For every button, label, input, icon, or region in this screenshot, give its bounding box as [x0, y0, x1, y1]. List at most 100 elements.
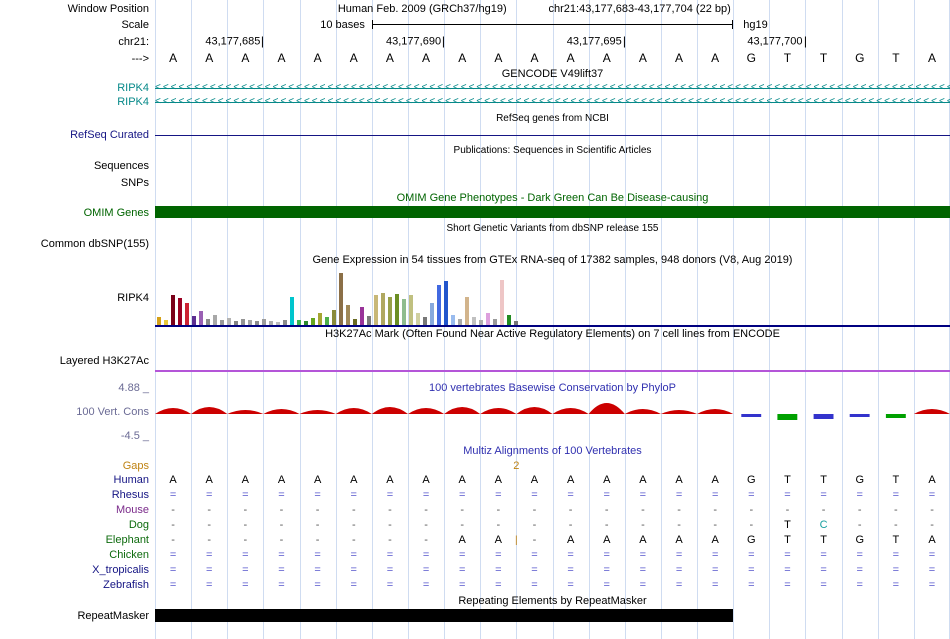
gtex-expression-bar[interactable] — [213, 315, 217, 325]
gtex-expression-bar[interactable] — [444, 281, 448, 325]
gtex-expression-bar[interactable] — [276, 322, 280, 325]
alignment-track-chicken[interactable]: = = = = = = = = = = = = = = = = = = = = = = — [155, 548, 950, 563]
gtex-expression-bar[interactable] — [241, 319, 245, 325]
species-label[interactable]: Human — [113, 474, 149, 486]
snps-track[interactable] — [155, 174, 950, 191]
gtex-expression-bar[interactable] — [332, 310, 336, 325]
species-label[interactable]: Zebrafish — [103, 579, 149, 591]
gtex-expression-bar[interactable] — [255, 321, 259, 325]
omim-genes-label[interactable]: OMIM Genes — [83, 206, 149, 219]
gtex-expression-bar[interactable] — [290, 297, 294, 325]
gtex-expression-bar[interactable] — [220, 320, 224, 325]
gtex-expression-bar[interactable] — [283, 320, 287, 325]
gtex-expression-bar[interactable] — [311, 318, 315, 325]
gene-label-ripk4-1[interactable]: RIPK4 — [117, 82, 149, 94]
alignment-cell: = — [531, 564, 538, 576]
vert-cons-label[interactable]: 100 Vert. Cons — [76, 406, 149, 418]
gtex-expression-bar[interactable] — [304, 321, 308, 325]
alignment-track-elephant[interactable]: - - - - - - - - A A - A A A A A G T T G T A | — [155, 533, 950, 548]
repeatmasker-label[interactable]: RepeatMasker — [77, 610, 149, 622]
gtex-expression-bar[interactable] — [451, 315, 455, 325]
gtex-expression-bar[interactable] — [388, 297, 392, 325]
gtex-gene-label[interactable]: RIPK4 — [117, 291, 149, 304]
gtex-expression-bar[interactable] — [416, 313, 420, 325]
gtex-expression-bar[interactable] — [346, 305, 350, 325]
gtex-expression-bar[interactable] — [178, 298, 182, 325]
alignment-cell: A — [494, 534, 502, 546]
gtex-expression-bar[interactable] — [157, 317, 161, 325]
gtex-expression-bar[interactable] — [367, 316, 371, 325]
gaps-label[interactable]: Gaps — [122, 460, 149, 472]
phylop-point — [588, 403, 625, 414]
gtex-expression-bar[interactable] — [164, 320, 168, 325]
gtex-expression-bar[interactable] — [269, 321, 273, 325]
gtex-expression-bar[interactable] — [325, 317, 329, 325]
gtex-expression-bar[interactable] — [514, 321, 518, 325]
gtex-expression-bar[interactable] — [185, 303, 189, 325]
gtex-expression-bar[interactable] — [199, 311, 203, 325]
alignment-track-mouse[interactable]: ---------------------- — [155, 503, 950, 518]
layered-h3k27ac-label[interactable]: Layered H3K27Ac — [59, 354, 149, 367]
gtex-expression-bar[interactable] — [297, 320, 301, 325]
gtex-expression-bar[interactable] — [171, 295, 175, 325]
gtex-expression-bar[interactable] — [402, 299, 406, 325]
common-dbsnp-track[interactable] — [155, 236, 950, 252]
species-label[interactable]: Mouse — [115, 504, 149, 516]
gtex-expression-bar[interactable] — [318, 313, 322, 325]
spacer-label — [0, 624, 155, 639]
gtex-expression-bar[interactable] — [479, 320, 483, 325]
gtex-expression-bar[interactable] — [458, 319, 462, 325]
gtex-expression-bar[interactable] — [409, 295, 413, 325]
phylop-wiggle-track[interactable] — [155, 396, 950, 428]
species-label[interactable]: Dog — [128, 519, 149, 531]
gtex-expression-bar[interactable] — [360, 307, 364, 325]
gtex-expression-bar[interactable] — [374, 295, 378, 325]
gtex-expression-bar[interactable] — [248, 320, 252, 325]
gtex-expression-bar[interactable] — [500, 280, 504, 325]
gtex-expression-bar[interactable] — [353, 319, 357, 325]
gtex-expression-bar[interactable] — [206, 319, 210, 325]
gtex-expression-track[interactable] — [155, 268, 950, 327]
alignment-cell: A — [422, 474, 430, 486]
refseq-curated-label[interactable]: RefSeq Curated — [70, 128, 149, 141]
ripk4-gene-track-2[interactable]: <<<<<<<<<<<<<<<<<<<<<<<<<<<<<<<<<<<<<<<<… — [155, 95, 950, 109]
alignment-cell: - — [677, 519, 681, 531]
alignment-track-zebrafish[interactable]: = = = = = = = = = = = = = = = = = = = = = = — [155, 578, 950, 593]
gtex-expression-bar[interactable] — [339, 273, 343, 325]
omim-genes-track[interactable] — [155, 205, 950, 220]
gtex-expression-bar[interactable] — [430, 303, 434, 325]
gtex-expression-bar[interactable] — [437, 285, 441, 325]
repeatmasker-track[interactable] — [155, 608, 950, 624]
common-dbsnp-label[interactable]: Common dbSNP(155) — [40, 238, 149, 250]
gene-label-ripk4-2[interactable]: RIPK4 — [117, 96, 149, 108]
gtex-expression-bar[interactable] — [192, 316, 196, 325]
snps-label[interactable]: SNPs — [120, 176, 149, 189]
alignment-track-x_tropicalis[interactable]: = = = = = = = = = = = = = = = = = = = = = = — [155, 563, 950, 578]
gtex-expression-bar[interactable] — [395, 294, 399, 325]
gtex-expression-bar[interactable] — [507, 315, 511, 325]
layered-h3k27ac-track[interactable] — [155, 341, 950, 380]
gtex-expression-bar[interactable] — [486, 313, 490, 325]
gtex-expression-bar[interactable] — [227, 318, 231, 325]
species-label[interactable]: Chicken — [109, 549, 149, 561]
sequences-label[interactable]: Sequences — [93, 160, 149, 172]
gtex-expression-bar[interactable] — [234, 321, 238, 325]
sequences-track[interactable] — [155, 158, 950, 174]
alignment-track-rhesus[interactable]: = = = = = = = = = = = = = = = = = = = = = = — [155, 488, 950, 503]
gtex-expression-bar[interactable] — [472, 317, 476, 325]
ripk4-gene-track-1[interactable]: <<<<<<<<<<<<<<<<<<<<<<<<<<<<<<<<<<<<<<<<… — [155, 81, 950, 95]
gtex-expression-bar[interactable] — [493, 319, 497, 325]
repeat-element-bar[interactable] — [155, 609, 734, 622]
gtex-expression-bar[interactable] — [423, 317, 427, 325]
gtex-expression-bar[interactable] — [262, 319, 266, 325]
alignment-cell: - — [821, 504, 826, 516]
gtex-expression-bar[interactable] — [465, 297, 469, 325]
gtex-expression-bar[interactable] — [381, 293, 385, 325]
refseq-curated-track[interactable] — [155, 127, 950, 142]
species-label[interactable]: Rhesus — [111, 489, 149, 501]
species-label[interactable]: Elephant — [105, 534, 149, 546]
species-label[interactable]: X_tropicalis — [92, 564, 149, 576]
omim-gene-bar[interactable] — [155, 206, 950, 218]
